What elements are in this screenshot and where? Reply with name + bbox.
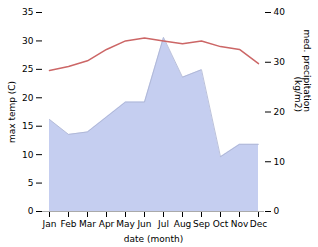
svg-text:20: 20 <box>274 107 286 117</box>
svg-text:Dec: Dec <box>250 219 267 229</box>
svg-text:Oct: Oct <box>213 219 229 229</box>
svg-text:Jun: Jun <box>136 219 151 229</box>
svg-text:40: 40 <box>274 7 286 17</box>
svg-text:Feb: Feb <box>61 219 77 229</box>
svg-text:date (month): date (month) <box>124 234 183 244</box>
svg-text:med. precipitation(kg/m2): med. precipitation(kg/m2) <box>293 30 312 112</box>
svg-text:May: May <box>116 219 135 229</box>
svg-text:0: 0 <box>274 206 280 216</box>
svg-text:Jan: Jan <box>42 219 57 229</box>
svg-text:20: 20 <box>22 93 34 103</box>
svg-text:Mar: Mar <box>79 219 96 229</box>
svg-text:30: 30 <box>22 36 34 46</box>
svg-text:10: 10 <box>22 150 34 160</box>
svg-text:35: 35 <box>22 7 33 17</box>
svg-text:max temp (C): max temp (C) <box>7 81 17 143</box>
svg-text:5: 5 <box>28 178 34 188</box>
svg-text:Nov: Nov <box>231 219 249 229</box>
svg-text:Aug: Aug <box>174 219 192 229</box>
svg-text:Sep: Sep <box>193 219 210 229</box>
svg-text:Apr: Apr <box>99 219 115 229</box>
svg-text:10: 10 <box>274 157 286 167</box>
svg-text:30: 30 <box>274 57 286 67</box>
svg-text:0: 0 <box>28 206 34 216</box>
svg-text:Jul: Jul <box>157 219 169 229</box>
svg-text:15: 15 <box>22 121 33 131</box>
svg-text:25: 25 <box>22 64 33 74</box>
